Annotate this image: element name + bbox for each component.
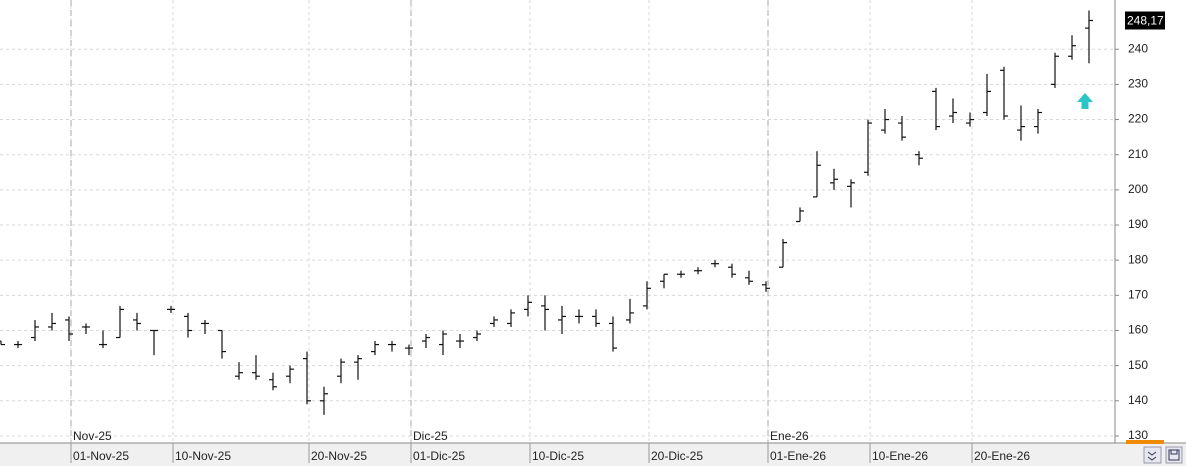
- x-tick-label: 01-Dic-25: [413, 449, 465, 463]
- last-price-box: [1125, 11, 1165, 30]
- axes: 130 140 150 160 170 180 190 200 210 220 230 240 01-N…: [70, 11, 1165, 463]
- month-label: Dic-25: [413, 429, 448, 443]
- x-tick-label: 10-Ene-26: [872, 449, 928, 463]
- x-tick-label: 20-Nov-25: [311, 449, 367, 463]
- signal-arrow: [1077, 93, 1093, 109]
- y-tick-label: 150: [1128, 358, 1148, 372]
- y-tick-label: 160: [1128, 323, 1148, 337]
- y-tick-label: 220: [1128, 112, 1148, 126]
- scroll-marker: [1126, 440, 1164, 444]
- plot-area: [0, 0, 1115, 443]
- x-axis-strip: [0, 443, 1186, 466]
- y-tick-label: 190: [1128, 217, 1148, 231]
- month-label: Ene-26: [770, 429, 809, 443]
- y-tick-label: 240: [1128, 41, 1148, 55]
- y-tick-label: 180: [1128, 252, 1148, 266]
- x-tick-label: 20-Ene-26: [974, 449, 1030, 463]
- save-icon: [1168, 449, 1180, 461]
- collapse-icon: [1147, 451, 1157, 461]
- y-tick-label: 130: [1128, 428, 1148, 442]
- y-tick-label: 170: [1128, 288, 1148, 302]
- x-tick-label: 01-Ene-26: [770, 449, 826, 463]
- x-tick-label: 10-Dic-25: [532, 449, 584, 463]
- y-tick-label: 210: [1128, 147, 1148, 161]
- x-tick-label: 10-Nov-25: [175, 449, 231, 463]
- y-tick-label: 140: [1128, 393, 1148, 407]
- y-tick-label: 200: [1128, 182, 1148, 196]
- save-button[interactable]: [1165, 446, 1183, 464]
- last-price-label: 248,17: [1127, 14, 1164, 28]
- x-tick-label: 01-Nov-25: [73, 449, 129, 463]
- y-tick-label: 230: [1128, 77, 1148, 91]
- month-label: Nov-25: [73, 429, 112, 443]
- x-tick-label: 20-Dic-25: [651, 449, 703, 463]
